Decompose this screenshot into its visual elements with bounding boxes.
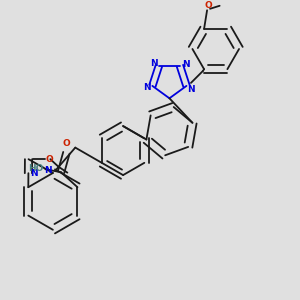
Text: N: N <box>150 59 157 68</box>
Text: N: N <box>182 60 190 69</box>
Text: O: O <box>46 155 53 164</box>
Text: N: N <box>143 83 151 92</box>
Text: N: N <box>44 166 51 175</box>
Text: O: O <box>62 139 70 148</box>
Text: N: N <box>31 169 38 178</box>
Text: HO: HO <box>28 164 44 173</box>
Text: N: N <box>187 85 195 94</box>
Text: O: O <box>204 1 212 10</box>
